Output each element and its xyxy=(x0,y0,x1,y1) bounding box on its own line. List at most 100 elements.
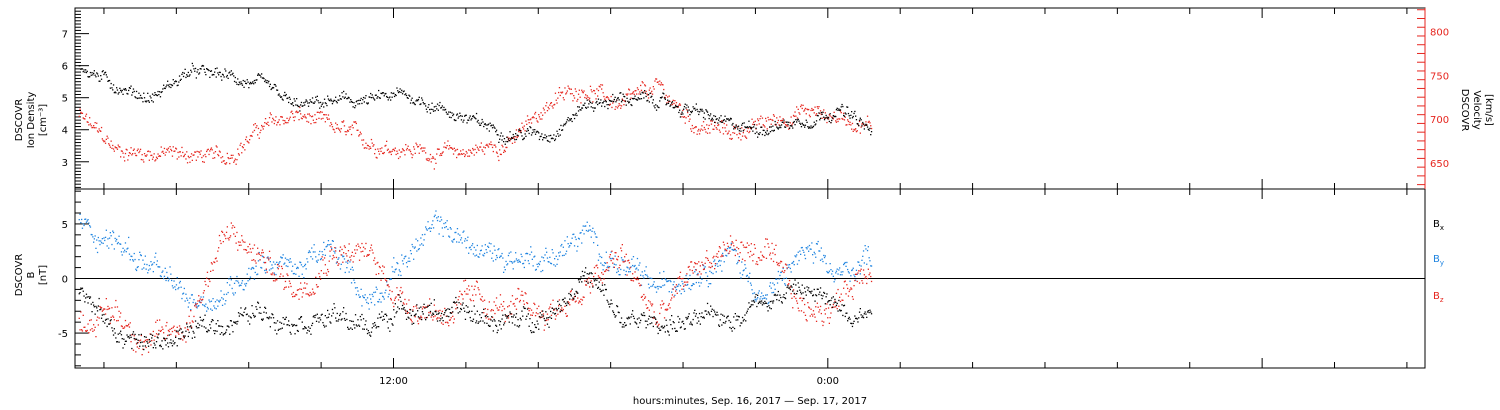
density-point xyxy=(702,110,704,112)
bz-point xyxy=(378,273,380,275)
velocity-point xyxy=(869,122,871,124)
velocity-point xyxy=(136,149,138,152)
by-point xyxy=(862,250,865,252)
velocity-point xyxy=(128,155,130,157)
by-point xyxy=(569,245,571,247)
velocity-point xyxy=(165,151,167,153)
density-point xyxy=(543,137,545,139)
density-point xyxy=(444,109,446,111)
velocity-point xyxy=(261,126,264,128)
velocity-point xyxy=(231,157,233,159)
by-point xyxy=(589,225,591,227)
by-point xyxy=(278,262,280,264)
velocity-tick-label: 700 xyxy=(1430,115,1449,126)
velocity-point xyxy=(266,123,268,125)
bx-point xyxy=(468,311,470,314)
bz-point xyxy=(663,302,665,305)
by-point xyxy=(557,258,559,261)
velocity-point xyxy=(106,135,108,137)
by-point xyxy=(788,264,791,266)
by-point xyxy=(214,307,216,309)
bx-point xyxy=(109,320,111,322)
bz-point xyxy=(470,299,472,302)
velocity-point xyxy=(351,124,353,126)
velocity-point xyxy=(193,154,195,156)
by-point xyxy=(344,271,346,274)
velocity-point xyxy=(222,160,224,162)
velocity-point xyxy=(649,87,651,89)
by-point xyxy=(688,287,690,290)
density-point xyxy=(153,94,155,96)
by-point xyxy=(780,271,783,273)
density-point xyxy=(108,79,111,82)
bx-point xyxy=(422,313,424,315)
density-point xyxy=(78,65,80,67)
bx-point xyxy=(305,327,307,329)
bz-point xyxy=(690,261,693,263)
density-point xyxy=(349,101,351,103)
bz-point xyxy=(129,322,131,324)
bx-point xyxy=(599,288,601,290)
velocity-point xyxy=(483,146,485,148)
bz-point xyxy=(445,315,447,317)
density-point xyxy=(345,93,347,95)
density-point xyxy=(432,108,434,111)
bz-point xyxy=(203,290,205,292)
velocity-point xyxy=(413,148,416,150)
bx-point xyxy=(534,326,537,328)
bz-point xyxy=(401,291,404,293)
velocity-point xyxy=(218,150,221,152)
by-point xyxy=(401,260,404,262)
velocity-point xyxy=(710,120,712,122)
bx-point xyxy=(451,306,453,309)
density-point xyxy=(480,122,482,124)
bx-point xyxy=(232,331,234,333)
bx-point xyxy=(107,318,109,320)
bx-point xyxy=(255,306,257,308)
velocity-point xyxy=(407,145,409,147)
bz-point xyxy=(595,265,597,267)
velocity-point xyxy=(342,121,344,123)
density-point xyxy=(531,132,533,134)
velocity-point xyxy=(722,133,725,135)
bx-point xyxy=(546,317,548,319)
bx-point xyxy=(414,314,416,316)
density-point xyxy=(773,129,775,131)
bx-point xyxy=(590,272,592,274)
by-point xyxy=(100,240,102,242)
by-point xyxy=(832,275,834,277)
by-point xyxy=(866,263,868,265)
by-point xyxy=(534,269,537,271)
velocity-point xyxy=(617,105,619,107)
bz-point xyxy=(260,254,262,257)
by-point xyxy=(602,269,604,271)
density-point xyxy=(736,126,738,128)
density-point xyxy=(737,125,740,127)
velocity-point xyxy=(432,156,434,158)
bx-point xyxy=(620,322,622,324)
bz-point xyxy=(147,339,149,341)
by-point xyxy=(726,248,729,250)
by-point xyxy=(127,247,129,249)
density-point xyxy=(812,126,814,128)
by-point xyxy=(731,248,733,251)
bz-point xyxy=(417,320,419,322)
bx-point xyxy=(244,308,246,310)
bz-point xyxy=(405,310,407,312)
by-point xyxy=(200,296,202,298)
by-point xyxy=(351,266,353,268)
bx-point xyxy=(369,334,371,336)
by-point xyxy=(116,243,119,245)
bz-point xyxy=(353,255,355,257)
velocity-point xyxy=(287,122,289,124)
density-point xyxy=(523,137,525,139)
bx-point xyxy=(181,331,183,334)
by-point xyxy=(802,249,804,251)
density-point xyxy=(487,124,489,126)
bx-point xyxy=(600,290,602,293)
b-tick-label: 5 xyxy=(62,220,68,231)
velocity-point xyxy=(304,114,306,116)
bz-point xyxy=(354,249,356,251)
by-point xyxy=(701,278,703,280)
bx-point xyxy=(333,303,335,305)
